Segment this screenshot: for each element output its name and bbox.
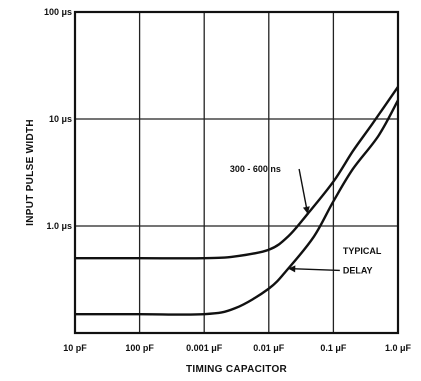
annotations: 300 - 600 ns TYPICAL DELAY (230, 164, 382, 276)
x-tick-label: 0.1 μF (320, 343, 347, 353)
y-tick-label: 100 μs (44, 7, 72, 17)
grid-lines (75, 12, 398, 333)
x-axis-label: TIMING CAPACITOR (186, 364, 288, 375)
y-tick-label: 10 μs (49, 114, 72, 124)
annotation-label: 300 - 600 ns (230, 164, 281, 174)
x-tick-label: 100 pF (125, 343, 154, 353)
plot-frame (73, 10, 400, 335)
series-line-300-600ns (75, 86, 399, 260)
x-tick-label: 10 pF (63, 343, 87, 353)
annotation-arrow (288, 267, 340, 272)
annotation-arrowhead (288, 265, 296, 273)
annotation-arrowhead (302, 206, 310, 214)
x-tick-label: 0.01 μF (253, 343, 285, 353)
tick-labels: 10 pF 100 pF 0.001 μF 0.01 μF 0.1 μF 1.0 μF 10… (44, 7, 412, 353)
annotation-label: DELAY (343, 265, 373, 275)
annotation-arrows (288, 168, 340, 273)
series-line-typical-delay (75, 99, 400, 316)
series-lines (75, 86, 400, 316)
x-tick-label: 1.0 μF (385, 343, 412, 353)
y-axis-label: INPUT PULSE WIDTH (25, 119, 36, 226)
annotation-arrow (298, 168, 309, 214)
annotation-label: TYPICAL (343, 246, 382, 256)
x-tick-label: 0.001 μF (186, 343, 223, 353)
y-tick-label: 1.0 μs (46, 221, 72, 231)
